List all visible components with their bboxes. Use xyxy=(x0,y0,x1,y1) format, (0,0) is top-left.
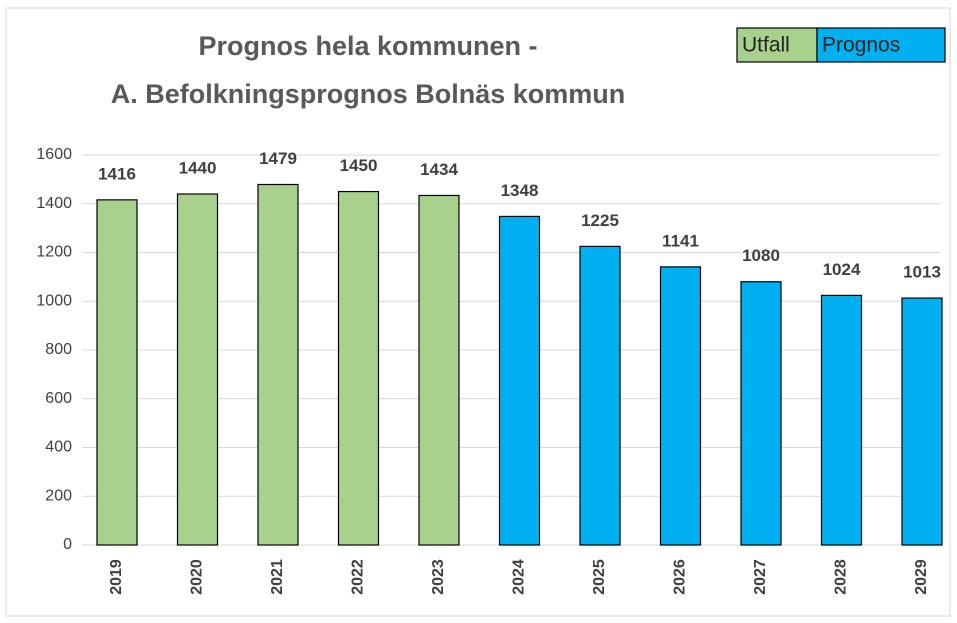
x-tick-label: 2024 xyxy=(511,559,528,595)
legend-swatch xyxy=(816,27,946,63)
x-tick-label: 2025 xyxy=(591,559,608,595)
x-tick-label: 2028 xyxy=(833,559,850,595)
bar xyxy=(740,281,782,546)
bar xyxy=(901,297,943,546)
bar xyxy=(257,183,299,546)
chart-title: Prognos hela kommunen - xyxy=(198,31,537,61)
y-tick-label: 1200 xyxy=(36,244,72,261)
bar xyxy=(579,245,621,546)
chart-border xyxy=(5,7,951,617)
y-tick-label: 0 xyxy=(63,536,72,553)
value-label: 1080 xyxy=(742,246,780,265)
y-tick-label: 400 xyxy=(45,439,72,456)
bar xyxy=(498,215,541,546)
y-tick-label: 200 xyxy=(45,487,72,504)
x-tick-label: 2022 xyxy=(350,559,367,595)
x-tick-label: 2029 xyxy=(913,559,930,595)
y-tick-label: 800 xyxy=(45,341,72,358)
y-tick-label: 1400 xyxy=(36,195,72,212)
x-tick-label: 2026 xyxy=(672,559,689,595)
value-label: 1141 xyxy=(662,231,699,250)
x-tick-label: 2023 xyxy=(430,559,447,595)
bar xyxy=(96,199,138,546)
value-label: 1450 xyxy=(340,156,378,175)
value-label: 1013 xyxy=(903,263,941,282)
value-label: 1434 xyxy=(420,160,458,179)
value-label: 1348 xyxy=(501,181,539,200)
y-tick-label: 1600 xyxy=(36,146,72,163)
value-label: 1479 xyxy=(259,149,297,168)
bar xyxy=(418,194,460,546)
value-label: 1225 xyxy=(581,211,619,230)
bar xyxy=(337,190,380,546)
value-label: 1440 xyxy=(179,158,217,177)
bar xyxy=(176,193,219,546)
x-tick-label: 2021 xyxy=(269,559,286,595)
value-label: 1024 xyxy=(823,260,861,279)
x-tick-label: 2020 xyxy=(189,559,206,595)
y-tick-label: 600 xyxy=(45,390,72,407)
value-label: 1416 xyxy=(98,164,136,183)
chart-title: A. Befolkningsprognos Bolnäs kommun xyxy=(111,79,626,109)
legend-label: Utfall xyxy=(742,34,790,57)
bar xyxy=(659,266,702,546)
x-tick-label: 2027 xyxy=(752,559,769,595)
x-tick-label: 2019 xyxy=(108,559,125,595)
bar xyxy=(820,294,863,546)
y-tick-label: 1000 xyxy=(36,292,72,309)
legend-label: Prognos xyxy=(822,34,900,57)
